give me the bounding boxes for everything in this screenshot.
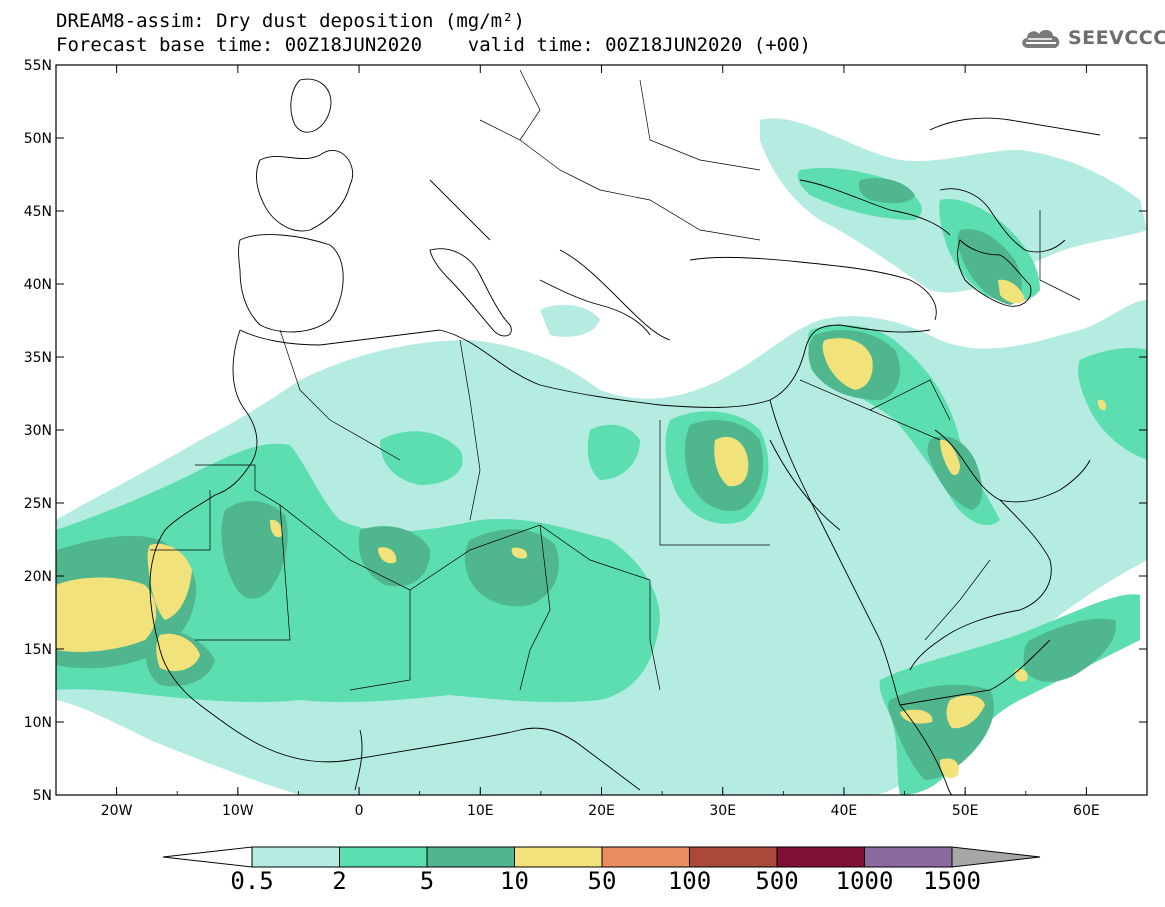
lat-tick-label: 10N [24, 715, 52, 731]
colorbar-segment [251, 846, 340, 868]
colorbar-label: 1000 [835, 867, 894, 895]
borders [150, 69, 1081, 691]
lon-tick-label: 60E [1073, 803, 1100, 819]
deposition-field [56, 69, 1147, 795]
lat-tick-label: 20N [24, 569, 52, 585]
lat-tick-label: 40N [24, 277, 52, 293]
colorbar-label: 500 [755, 867, 799, 895]
colorbar-segment [689, 846, 778, 868]
lat-tick-label: 5N [33, 788, 52, 804]
lon-tick-label: 30E [709, 803, 736, 819]
colorbar-over-triangle [951, 846, 1041, 868]
colorbar-segment [776, 846, 865, 868]
colorbar-segment [426, 846, 515, 868]
lat-tick-label: 25N [24, 496, 52, 512]
lat-tick-label: 45N [24, 204, 52, 220]
colorbar-label: 100 [667, 867, 712, 895]
latitude-ticks: 55N 50N 45N 40N 35N 30N 25N 20N 15N 10N 5N [24, 58, 1147, 804]
colorbar-label: 2 [332, 867, 347, 895]
colorbar-label: 0.5 [230, 867, 274, 895]
lon-tick-label: 0 [355, 803, 364, 819]
colorbar-label: 5 [419, 867, 435, 895]
colorbar [162, 846, 1041, 868]
lat-tick-label: 50N [24, 131, 52, 147]
lon-tick-label: 10E [467, 803, 494, 819]
colorbar-label: 10 [500, 867, 529, 895]
lon-tick-label: 20E [588, 803, 615, 819]
seevccc-logo: SEEVCCC [1018, 24, 1165, 52]
colorbar-under-triangle [162, 846, 253, 868]
colorbar-label: 1500 [923, 867, 981, 895]
colorbar-label: 50 [587, 867, 617, 895]
coastlines [149, 78, 1101, 795]
lat-tick-label: 15N [24, 642, 52, 658]
colorbar-segment [514, 846, 603, 868]
lon-tick-label: 10W [222, 803, 254, 819]
logo-text: SEEVCCC [1068, 27, 1165, 49]
contour-level-4 [56, 279, 1107, 779]
map-title: DREAM8-assim: Dry dust deposition (mg/m²… [56, 10, 525, 32]
lat-tick-label: 35N [24, 350, 52, 366]
cloud-logo-icon [1022, 30, 1060, 48]
colorbar-segment [601, 846, 690, 868]
colorbar-segment [339, 846, 428, 868]
colorbar-segment [864, 846, 953, 868]
lon-tick-label: 50E [952, 803, 979, 819]
lat-tick-label: 55N [24, 58, 52, 74]
lon-tick-label: 40E [831, 803, 858, 819]
longitude-ticks: 20W 10W 0 10E 20E 30E 40E 50E 60E [55, 65, 1148, 819]
lon-tick-label: 20W [101, 803, 133, 819]
lat-tick-label: 30N [24, 423, 52, 439]
forecast-time-line: Forecast base time: 00Z18JUN2020 valid t… [56, 34, 811, 56]
